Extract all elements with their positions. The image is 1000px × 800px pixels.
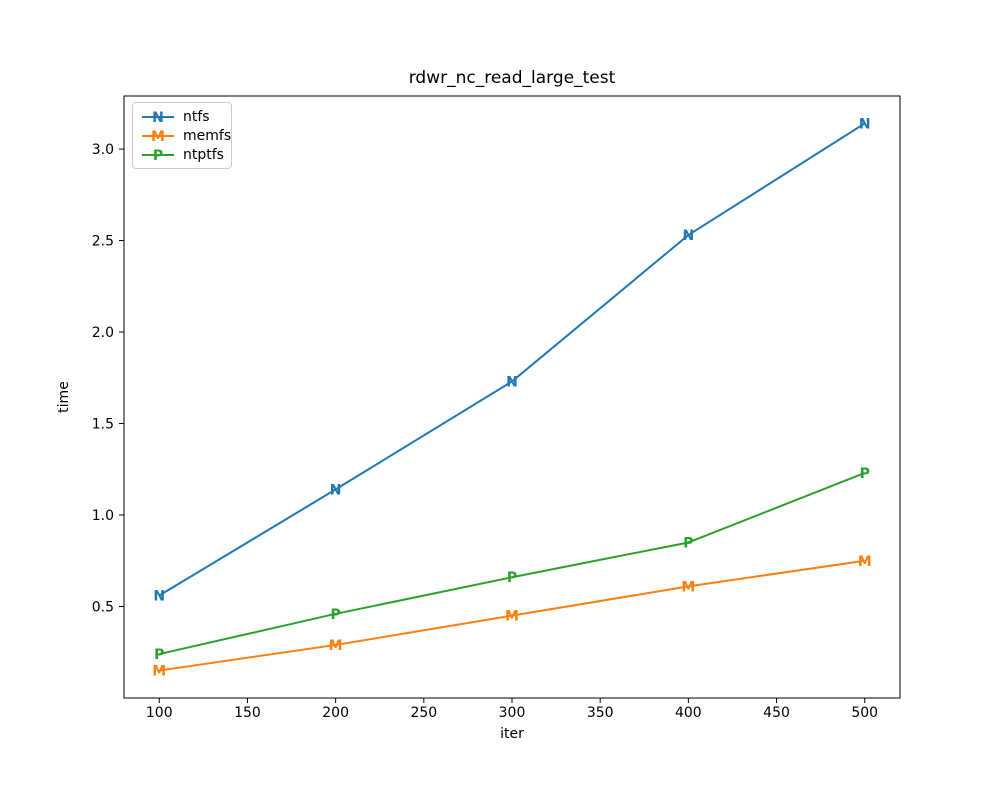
legend: N ntfs M memfs P ntptfs — [132, 102, 232, 169]
legend-marker-ntptfs: P — [142, 148, 174, 163]
y-tick-label: 1.5 — [92, 417, 114, 433]
svg-text:N: N — [152, 110, 164, 125]
marker-memfs-500: M — [858, 554, 872, 570]
x-tick-label: 100 — [146, 705, 173, 721]
marker-memfs-400: M — [681, 579, 695, 595]
legend-marker-memfs: M — [142, 129, 174, 144]
legend-label-ntptfs: ntptfs — [183, 146, 224, 163]
x-tick-label: 200 — [322, 705, 349, 721]
x-tick-label: 250 — [410, 705, 437, 721]
marker-ntptfs-500: P — [860, 466, 870, 482]
marker-ntptfs-400: P — [683, 535, 693, 551]
x-tick-label: 350 — [587, 705, 614, 721]
series-line-ntptfs — [159, 472, 866, 656]
marker-ntptfs-300: P — [507, 570, 517, 586]
marker-ntfs-400: N — [683, 228, 695, 244]
legend-marker-ntfs: N — [142, 110, 174, 125]
legend-label-ntfs: ntfs — [183, 108, 210, 125]
marker-ntfs-200: N — [330, 482, 342, 498]
x-tick-label: 300 — [499, 705, 526, 721]
marker-ntfs-300: N — [506, 374, 518, 390]
y-tick-label: 1.0 — [92, 508, 114, 524]
y-tick-label: 2.5 — [92, 234, 114, 250]
legend-item-ntptfs: P ntptfs — [140, 145, 224, 164]
svg-text:P: P — [153, 148, 163, 163]
y-tick-label: 3.0 — [92, 142, 114, 158]
y-tick-label: 2.0 — [92, 325, 114, 341]
svg-text:M: M — [151, 129, 165, 144]
chart-title: rdwr_nc_read_large_test — [408, 68, 616, 88]
marker-memfs-100: M — [152, 664, 166, 680]
marker-memfs-200: M — [329, 638, 343, 654]
marker-ntfs-100: N — [153, 589, 165, 605]
x-axis-label: iter — [500, 726, 524, 742]
marker-memfs-300: M — [505, 609, 519, 625]
y-tick-label: 0.5 — [92, 600, 114, 616]
marker-ntptfs-200: P — [331, 607, 341, 623]
x-tick-label: 500 — [851, 705, 878, 721]
x-tick-label: 450 — [763, 705, 790, 721]
x-tick-label: 400 — [675, 705, 702, 721]
series-line-memfs — [159, 559, 865, 672]
y-axis-label: time — [56, 381, 72, 413]
series-line-ntfs — [158, 122, 866, 597]
legend-item-ntfs: N ntfs — [140, 107, 224, 126]
marker-ntfs-500: N — [859, 116, 871, 132]
legend-item-memfs: M memfs — [140, 126, 231, 145]
x-tick-label: 150 — [234, 705, 261, 721]
marker-ntptfs-100: P — [154, 647, 164, 663]
legend-label-memfs: memfs — [183, 127, 232, 144]
